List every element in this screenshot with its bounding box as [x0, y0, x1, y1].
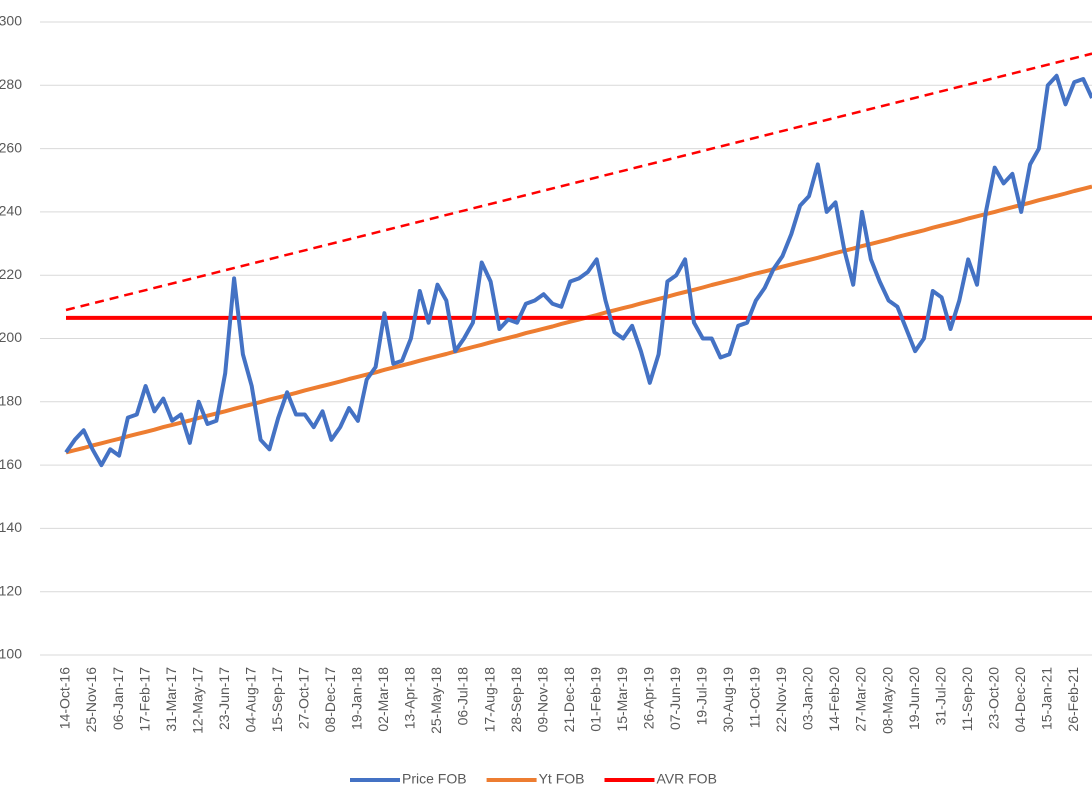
y-tick-label: 300 — [0, 13, 22, 29]
x-tick-label: 14-Feb-20 — [826, 667, 842, 732]
x-tick-label: 19-Jul-19 — [694, 667, 710, 726]
x-tick-label: 31-Jul-20 — [932, 667, 948, 726]
x-tick-label: 02-Mar-18 — [375, 667, 391, 732]
x-tick-label: 06-Jul-18 — [455, 667, 471, 726]
x-tick-label: 08-Dec-17 — [322, 667, 338, 733]
x-tick-label: 30-Aug-19 — [720, 667, 736, 733]
x-tick-label: 19-Jun-20 — [906, 667, 922, 730]
x-tick-label: 03-Jan-20 — [800, 667, 816, 730]
x-tick-label: 11-Sep-20 — [959, 667, 975, 732]
x-tick-label: 31-Mar-17 — [163, 667, 179, 732]
legend-label: AVR FOB — [656, 771, 716, 787]
x-tick-label: 06-Jan-17 — [110, 667, 126, 730]
y-tick-label: 160 — [0, 456, 22, 472]
x-tick-label: 13-Apr-18 — [402, 667, 418, 729]
x-tick-label: 15-Sep-17 — [269, 667, 285, 733]
x-tick-label: 17-Aug-18 — [481, 667, 497, 733]
x-tick-label: 26-Feb-21 — [1065, 667, 1081, 732]
y-tick-label: 120 — [0, 582, 22, 598]
x-tick-label: 15-Mar-19 — [614, 667, 630, 732]
x-tick-label: 25-May-18 — [428, 667, 444, 734]
x-tick-label: 27-Oct-17 — [296, 667, 312, 729]
x-tick-label: 28-Sep-18 — [508, 667, 524, 733]
x-tick-label: 08-May-20 — [879, 667, 895, 734]
x-tick-label: 22-Nov-19 — [773, 667, 789, 733]
x-tick-label: 23-Jun-17 — [216, 667, 232, 730]
y-tick-label: 200 — [0, 329, 22, 345]
x-tick-label: 04-Aug-17 — [242, 667, 258, 733]
trend-line — [65, 52, 1092, 312]
legend-label: Price FOB — [402, 771, 467, 787]
x-tick-label: 26-Apr-19 — [640, 667, 656, 729]
y-tick-label: 100 — [0, 646, 22, 662]
y-tick-label: 260 — [0, 139, 22, 155]
x-tick-label: 23-Oct-20 — [985, 667, 1001, 729]
x-tick-label: 15-Jan-21 — [1038, 667, 1054, 730]
y-tick-label: 240 — [0, 203, 22, 219]
x-tick-label: 12-May-17 — [189, 667, 205, 734]
x-tick-label: 27-Mar-20 — [853, 667, 869, 732]
x-tick-label: 17-Feb-17 — [136, 667, 152, 732]
y-tick-label: 280 — [0, 76, 22, 92]
x-tick-label: 09-Nov-18 — [534, 667, 550, 733]
x-tick-label: 01-Feb-19 — [587, 667, 603, 732]
x-tick-label: 14-Oct-16 — [57, 667, 73, 729]
x-tick-label: 04-Dec-20 — [1012, 667, 1028, 733]
x-tick-label: 07-Jun-19 — [667, 667, 683, 730]
x-tick-label: 21-Dec-18 — [561, 667, 577, 733]
legend-label: Yt FOB — [539, 771, 585, 787]
x-tick-label: 19-Jan-18 — [349, 667, 365, 730]
x-tick-label: 11-Oct-19 — [747, 667, 763, 728]
y-tick-label: 140 — [0, 519, 22, 535]
series-line — [64, 73, 1092, 468]
x-tick-label: 25-Nov-16 — [83, 667, 99, 733]
y-tick-label: 220 — [0, 266, 22, 282]
y-tick-label: 180 — [0, 393, 22, 409]
